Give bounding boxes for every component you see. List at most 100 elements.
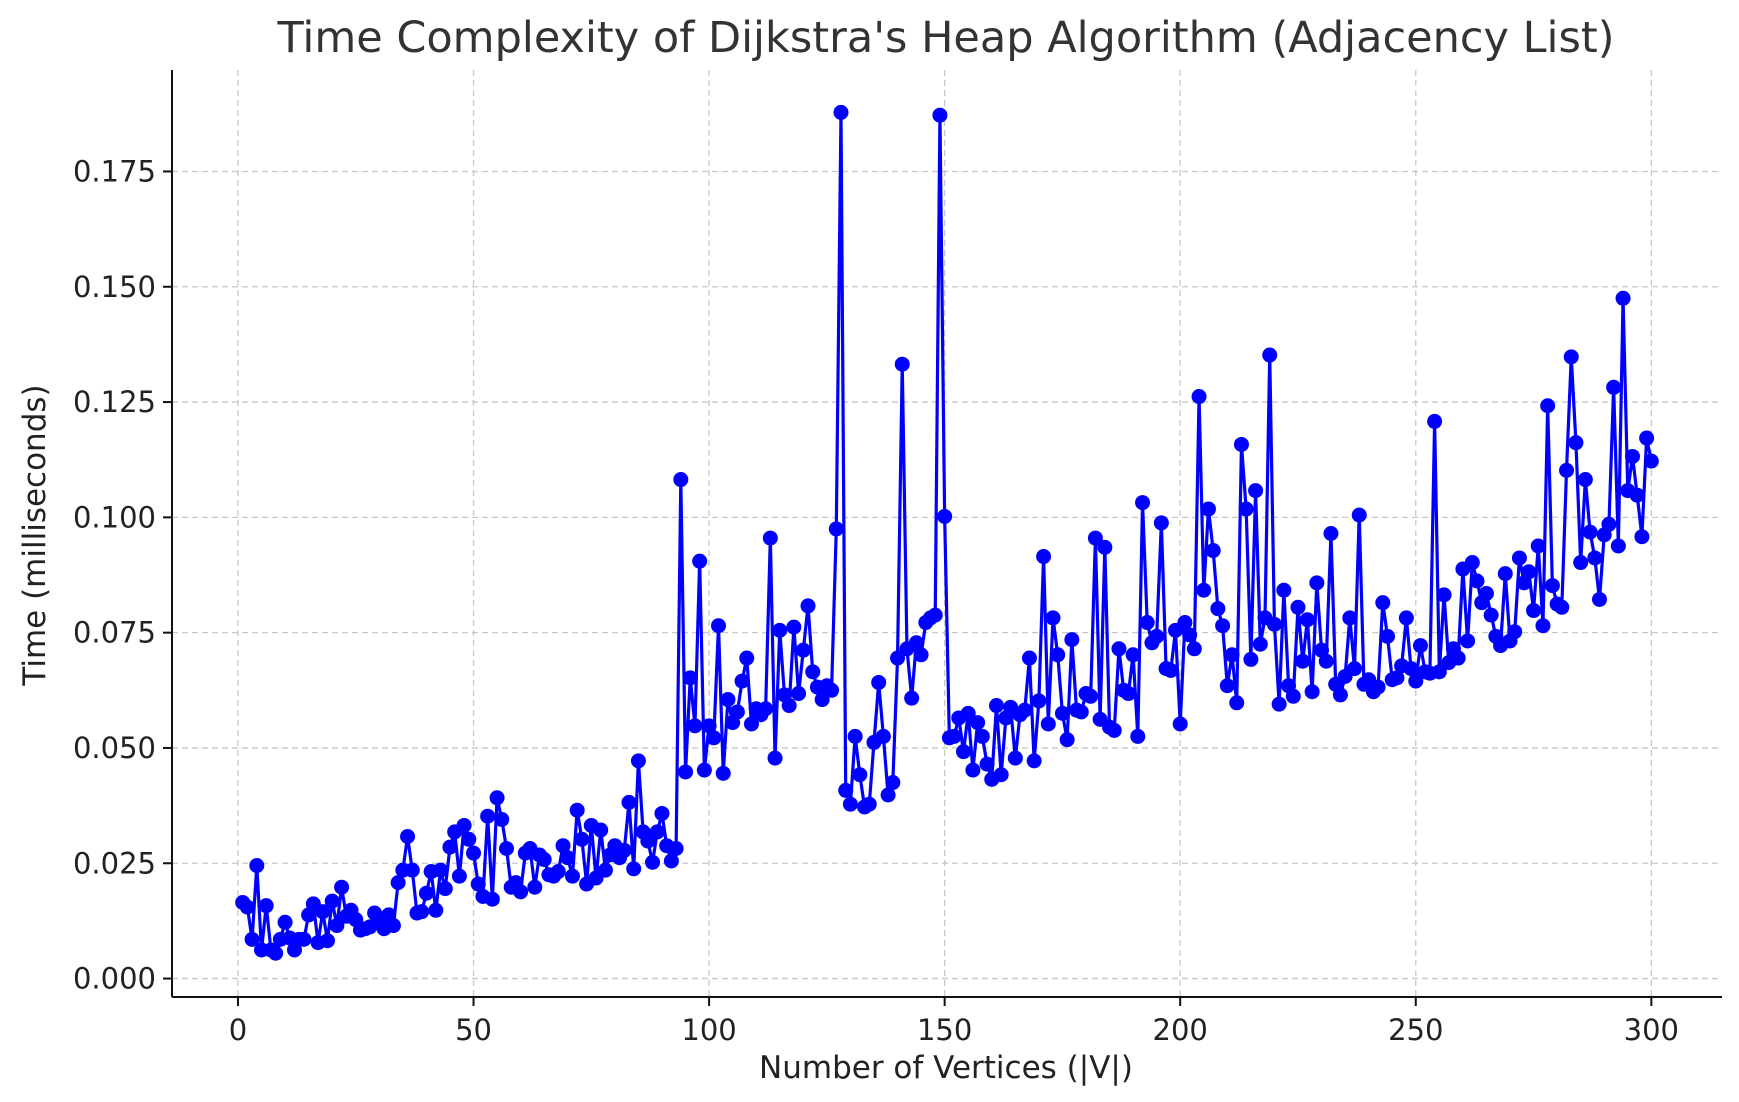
x-axis-label: Number of Vertices (|V|) — [759, 1050, 1133, 1086]
data-point — [979, 756, 995, 772]
data-point — [1375, 595, 1391, 611]
data-point — [743, 716, 759, 732]
data-point — [1380, 628, 1395, 644]
data-point — [1535, 618, 1551, 634]
data-point — [654, 805, 670, 821]
data-point — [1559, 462, 1575, 478]
data-point — [640, 833, 656, 849]
data-point — [1629, 487, 1645, 503]
data-point — [1408, 673, 1424, 689]
data-point — [1106, 722, 1122, 738]
data-point — [1026, 753, 1042, 769]
data-point — [1083, 688, 1099, 704]
x-tick-label: 300 — [1624, 1013, 1679, 1047]
data-point — [630, 753, 646, 769]
data-point — [418, 885, 434, 901]
data-point — [711, 618, 726, 634]
data-point — [616, 842, 632, 858]
data-point — [772, 622, 788, 638]
y-tick-label: 0.125 — [73, 385, 156, 419]
data-point — [1177, 615, 1193, 631]
data-point — [319, 933, 335, 949]
data-point — [729, 704, 745, 720]
x-tick-label: 0 — [229, 1013, 247, 1047]
data-point — [1615, 290, 1631, 306]
data-point — [1036, 549, 1052, 565]
data-point — [852, 767, 868, 783]
data-point — [489, 790, 505, 806]
data-point — [1464, 555, 1480, 571]
data-point — [1606, 379, 1622, 395]
data-point — [1059, 732, 1075, 748]
data-point — [1544, 578, 1560, 594]
data-point — [1450, 650, 1466, 666]
data-point — [1238, 501, 1254, 517]
data-point — [668, 841, 684, 856]
data-point — [1587, 550, 1603, 566]
data-point — [687, 718, 703, 734]
data-point — [437, 881, 453, 897]
data-point — [1064, 632, 1080, 648]
data-point — [244, 931, 260, 947]
data-point — [574, 831, 590, 847]
data-point — [428, 902, 444, 918]
data-point — [1120, 686, 1136, 702]
y-tick-label: 0.025 — [73, 846, 156, 880]
data-point — [494, 811, 510, 827]
data-point — [645, 854, 661, 870]
data-point — [1229, 695, 1245, 711]
data-point — [484, 891, 500, 907]
data-point — [1271, 696, 1287, 712]
data-point — [1540, 398, 1556, 414]
data-point — [937, 508, 953, 524]
data-point — [904, 690, 920, 706]
data-point — [701, 718, 717, 734]
data-point — [795, 642, 811, 658]
data-point — [1087, 530, 1103, 546]
data-point — [1412, 638, 1428, 654]
data-point — [249, 858, 265, 874]
data-point — [1224, 647, 1240, 663]
data-point — [1097, 539, 1113, 555]
data-point — [1153, 515, 1169, 531]
data-point — [1130, 728, 1146, 744]
data-point — [1163, 662, 1179, 678]
data-point — [1252, 636, 1268, 652]
data-point — [838, 782, 854, 798]
data-point — [1149, 628, 1165, 644]
data-point — [1054, 705, 1070, 721]
data-point — [720, 692, 736, 708]
data-point — [673, 472, 689, 488]
data-point — [1111, 641, 1127, 657]
data-point — [828, 521, 844, 537]
data-point — [1285, 688, 1301, 704]
data-point — [1577, 472, 1593, 488]
data-point — [786, 619, 802, 635]
data-point — [324, 893, 340, 909]
data-point — [1045, 610, 1061, 626]
data-point — [1182, 627, 1198, 643]
data-point — [400, 829, 416, 844]
data-point — [433, 862, 449, 878]
data-point — [649, 824, 665, 840]
data-point — [414, 904, 430, 920]
data-point — [1031, 693, 1047, 709]
data-point — [663, 853, 679, 869]
data-point — [861, 796, 877, 812]
data-point — [960, 705, 976, 721]
y-tick-label: 0.100 — [73, 500, 156, 534]
data-point — [1050, 647, 1066, 663]
data-point — [762, 530, 778, 546]
data-point — [955, 744, 971, 760]
data-point — [315, 904, 331, 920]
data-point — [1125, 647, 1141, 663]
data-point — [715, 765, 731, 781]
data-point — [404, 862, 420, 878]
data-point — [800, 598, 816, 614]
y-tick-label: 0.000 — [73, 962, 156, 996]
data-point — [1511, 550, 1527, 566]
data-point — [1205, 543, 1221, 559]
data-point — [480, 808, 496, 824]
data-point — [456, 817, 472, 833]
